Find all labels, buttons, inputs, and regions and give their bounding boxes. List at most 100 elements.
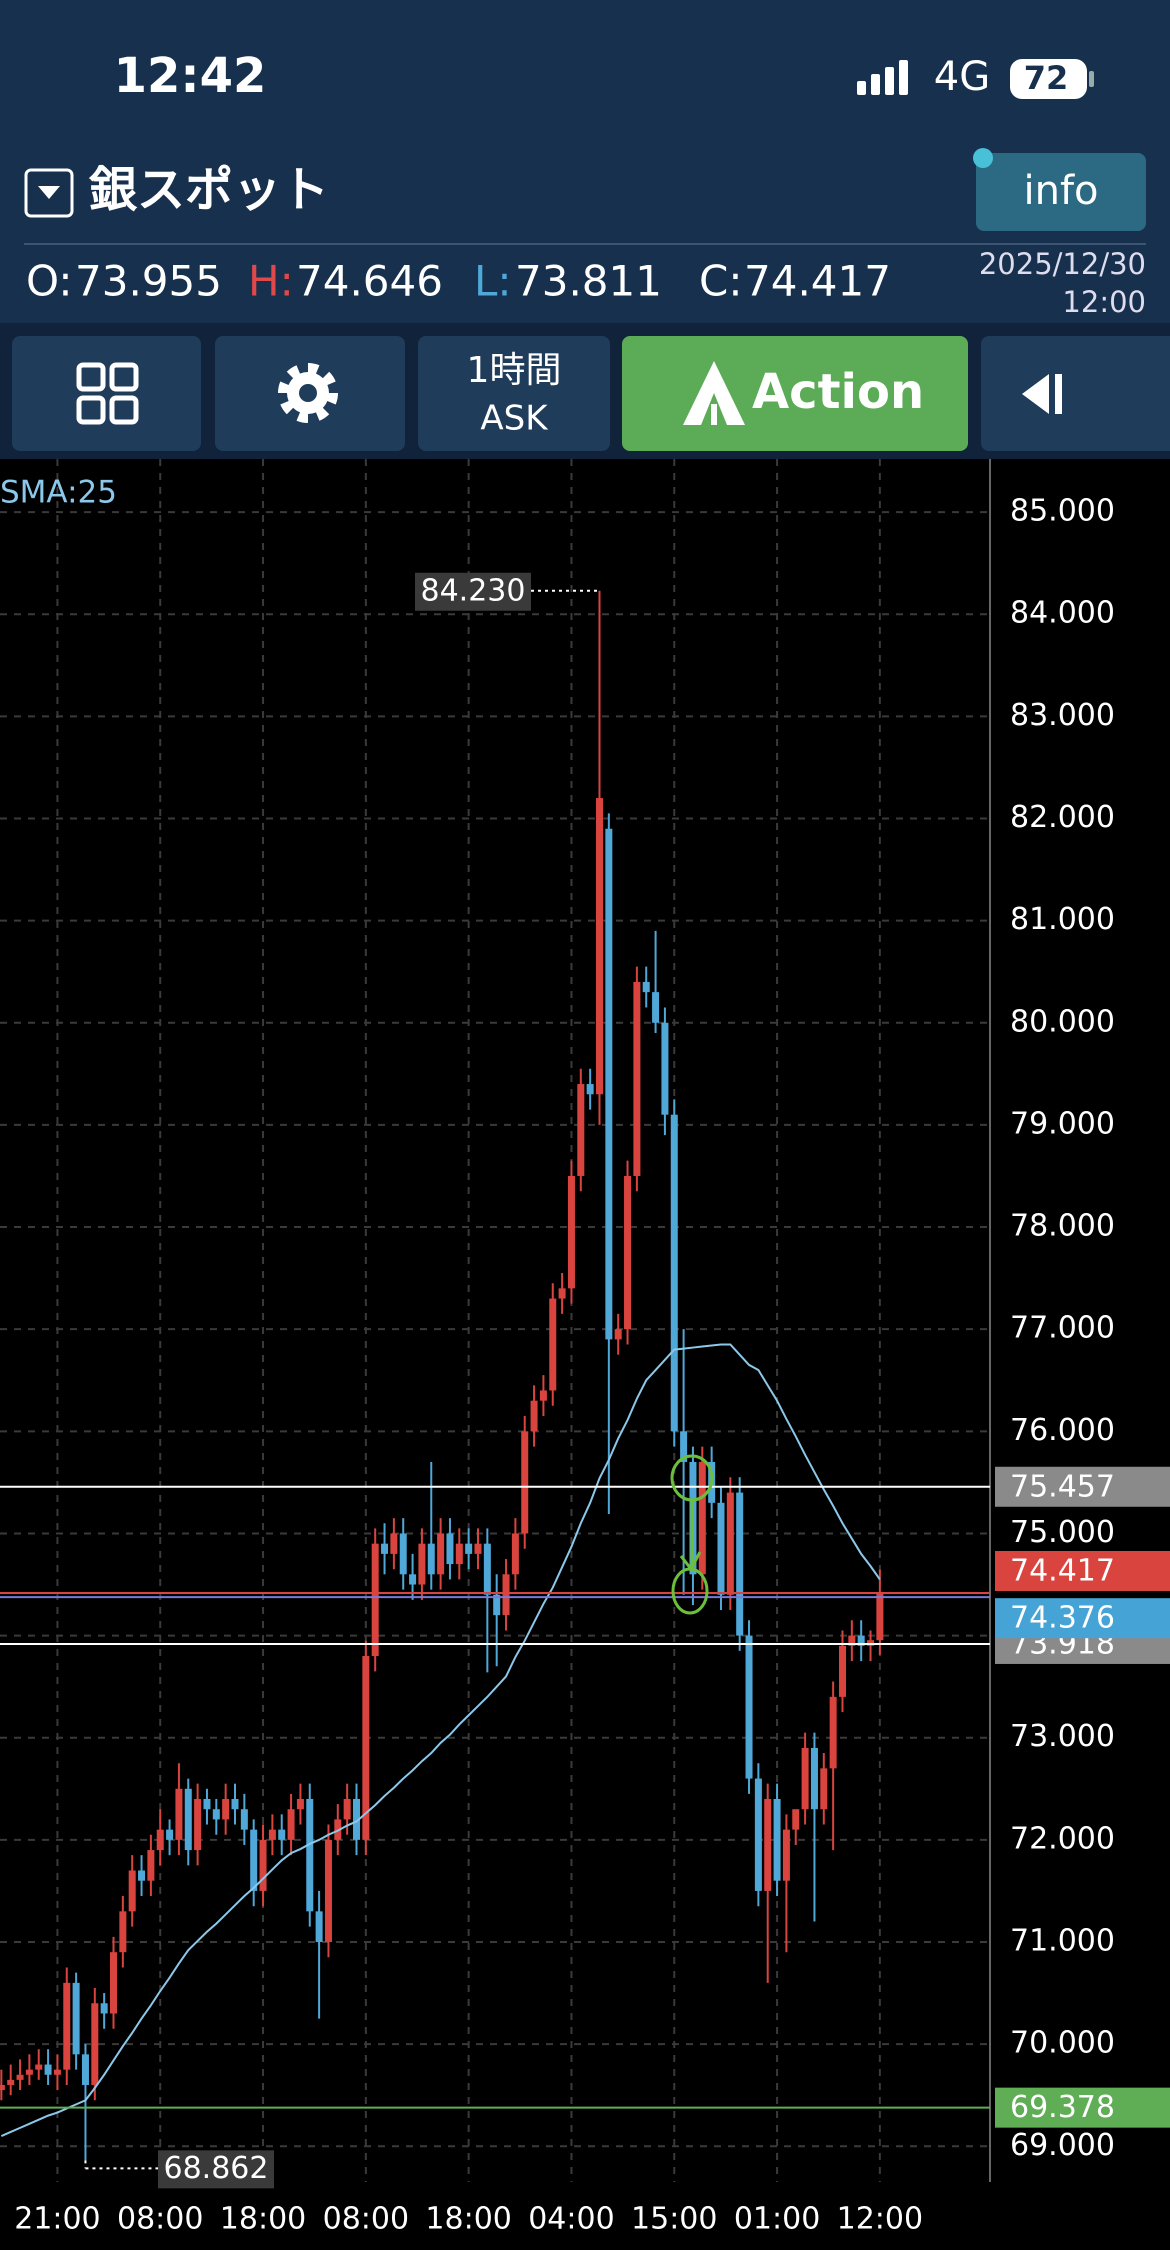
candle-body: [483, 1543, 491, 1595]
candle-body: [399, 1533, 407, 1575]
y-tick-label: 75.000: [1010, 1515, 1115, 1550]
y-tick-label: 73.000: [1010, 1719, 1115, 1754]
candle-body: [296, 1798, 304, 1810]
interval-button[interactable]: [418, 336, 610, 451]
action-icon: [683, 361, 745, 425]
candle-body: [427, 1543, 435, 1575]
candle-body: [577, 1084, 585, 1176]
candle-body: [100, 2003, 108, 2014]
candle-body: [128, 1870, 136, 1912]
chart: 69.00070.00071.00072.00073.00074.00075.0…: [0, 459, 1170, 2237]
dropdown-arrow[interactable]: [38, 186, 60, 199]
action-label[interactable]: Action: [752, 364, 924, 420]
chart-bg: [0, 459, 1170, 2250]
price-type-label[interactable]: ASK: [480, 399, 549, 439]
candle-body: [16, 2074, 24, 2080]
x-tick-label: 18:00: [220, 2202, 306, 2237]
info-button[interactable]: [976, 153, 1146, 231]
candle-body: [857, 1635, 865, 1646]
symbol-title[interactable]: 銀スポット: [88, 162, 329, 218]
candle-body: [820, 1768, 828, 1810]
info-label[interactable]: info: [1023, 168, 1098, 214]
network: 4G: [934, 54, 990, 100]
y-tick-label: 69.000: [1010, 2128, 1115, 2163]
candle-body: [474, 1543, 482, 1554]
price-label: 74.417: [1010, 1553, 1115, 1588]
signal-icon: [857, 60, 908, 95]
candle-body: [53, 2069, 61, 2075]
candle-body: [567, 1175, 575, 1289]
candle-body: [287, 1809, 295, 1840]
x-tick-label: 08:00: [323, 2202, 409, 2237]
candle-body: [119, 1911, 127, 1953]
candle-body: [810, 1747, 818, 1810]
candle-body: [736, 1492, 744, 1636]
candle-body: [147, 1850, 155, 1881]
y-tick-label: 81.000: [1010, 902, 1115, 937]
candle-body: [605, 828, 613, 1340]
candle-body: [680, 1431, 688, 1462]
collapse-button[interactable]: [981, 336, 1170, 451]
candle-body: [502, 1574, 510, 1616]
candle-body: [614, 1329, 622, 1340]
x-tick-label: 15:00: [631, 2202, 717, 2237]
x-tick-label: 12:00: [837, 2202, 923, 2237]
bar-date: 2025/12/30: [979, 247, 1146, 281]
x-tick-label: 21:00: [14, 2202, 100, 2237]
candle-body: [306, 1798, 314, 1912]
candle-body: [801, 1747, 809, 1810]
sma-label: SMA:25: [0, 475, 117, 511]
candle-body: [521, 1431, 529, 1534]
candle-body: [352, 1798, 360, 1840]
candle-body: [371, 1543, 379, 1657]
candle-body: [184, 1788, 192, 1851]
candle-body: [0, 2084, 5, 2091]
candle-body: [717, 1502, 725, 1595]
collapse-icon: [1022, 374, 1062, 414]
ohlc-label: H:: [248, 257, 294, 306]
y-tick-label: 71.000: [1010, 1923, 1115, 1958]
layout-button[interactable]: [12, 336, 201, 451]
ohlc-label: L:: [474, 257, 512, 306]
candle-body: [493, 1594, 501, 1616]
candle-body: [848, 1635, 856, 1646]
candle-body: [792, 1809, 800, 1830]
price-label: 69.378: [1010, 2090, 1115, 2125]
candle-body: [652, 992, 660, 1023]
symbol-dropdown[interactable]: 銀スポット: [24, 162, 329, 218]
candle-body: [194, 1798, 202, 1851]
x-tick-label: 01:00: [734, 2202, 820, 2237]
x-tick-label: 18:00: [425, 2202, 511, 2237]
price-label: 74.376: [1010, 1601, 1115, 1636]
candle-body: [175, 1788, 183, 1840]
candle-body: [91, 2003, 99, 2085]
candle-body: [764, 1798, 772, 1891]
candle-body: [446, 1533, 454, 1565]
dropdown-box[interactable]: [24, 168, 74, 218]
candle-body: [633, 981, 641, 1176]
interval-label[interactable]: 1時間: [467, 350, 562, 391]
candle-body: [231, 1798, 239, 1810]
low-marker-label: 68.862: [164, 2151, 269, 2186]
candle-body: [362, 1656, 370, 1840]
battery-icon: [1010, 59, 1087, 99]
y-tick-label: 79.000: [1010, 1106, 1115, 1141]
candle-body: [390, 1533, 398, 1554]
candle-body: [642, 981, 650, 993]
candle-body: [745, 1635, 753, 1779]
candle-body: [624, 1175, 632, 1330]
low-marker-bg: [158, 2150, 274, 2189]
high-marker-bg: [415, 572, 531, 611]
y-tick-label: 84.000: [1010, 596, 1115, 631]
candle-body: [782, 1829, 790, 1881]
y-tick-label: 76.000: [1010, 1413, 1115, 1448]
candle-body: [409, 1574, 417, 1585]
candle-body: [324, 1839, 332, 1942]
x-tick-label: 08:00: [117, 2202, 203, 2237]
candle-body: [381, 1543, 389, 1554]
user-drawing: [670, 1454, 714, 1615]
candle-body: [455, 1543, 463, 1565]
candle-body: [156, 1829, 164, 1851]
candle-body: [25, 2069, 33, 2075]
